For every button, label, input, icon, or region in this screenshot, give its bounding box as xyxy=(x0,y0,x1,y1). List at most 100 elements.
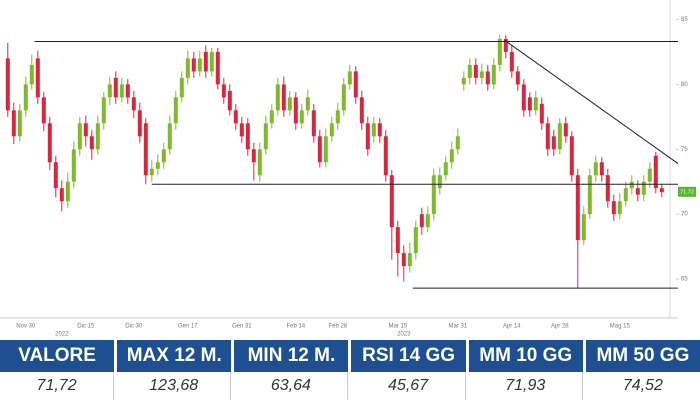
candle-body xyxy=(599,162,604,176)
stats-table: VALORE MAX 12 M. MIN 12 M. RSI 14 GG MM … xyxy=(0,340,700,400)
candle-body xyxy=(455,136,460,150)
header-cell: VALORE xyxy=(0,340,115,372)
candle-body xyxy=(491,64,496,85)
candle-body xyxy=(425,214,430,228)
candle-body xyxy=(317,136,322,163)
candle-body xyxy=(371,123,376,137)
candle-body xyxy=(125,84,130,98)
candle-body xyxy=(617,201,622,215)
candle-body xyxy=(539,103,544,124)
candle-body xyxy=(395,227,400,254)
x-tick-label: Feb 14 xyxy=(286,324,305,330)
chart: 65 70 75 80 85 Nov 30 2022 Dic 15 Dic 30 Gen 17 Ge… xyxy=(0,0,696,338)
candle-body xyxy=(641,181,646,195)
candle-body xyxy=(437,175,442,189)
candle-body xyxy=(257,149,262,176)
candle-body xyxy=(107,84,112,98)
y-tick-label: 65 xyxy=(681,277,688,283)
candle-body xyxy=(419,214,424,228)
value-cell: 45,67 xyxy=(351,372,466,400)
candle-body xyxy=(431,175,436,215)
x-tick-label: Mar 15 xyxy=(388,324,407,330)
candle-body xyxy=(23,84,28,111)
candle-body xyxy=(635,188,640,195)
candle-body xyxy=(77,123,82,150)
candle-body xyxy=(101,97,106,124)
candle-body xyxy=(17,110,22,137)
x-tick-label: Dic 15 xyxy=(77,324,95,330)
x-tick-label: Nov 30 xyxy=(16,324,36,330)
candle-body xyxy=(377,123,382,137)
candle-body xyxy=(113,77,118,98)
x-tick-label: Apr 14 xyxy=(503,324,521,330)
candle-body xyxy=(221,84,226,98)
candle-body xyxy=(71,149,76,182)
header-cell: MIN 12 M. xyxy=(234,340,349,372)
candle-body xyxy=(485,71,490,85)
candle-body xyxy=(581,214,586,241)
y-tick-label: 80 xyxy=(681,82,688,88)
candle-body xyxy=(413,227,418,254)
candle-body xyxy=(173,97,178,124)
candle-body xyxy=(497,38,502,65)
trendline xyxy=(504,39,679,164)
x-period-label: 2023 xyxy=(397,332,411,338)
x-tick-label: Gen 17 xyxy=(178,324,198,330)
candle-body xyxy=(533,97,538,111)
header-cell: RSI 14 GG xyxy=(351,340,466,372)
candle-body xyxy=(119,84,124,98)
candle-body xyxy=(89,136,94,150)
candle-body xyxy=(575,175,580,241)
candle-body xyxy=(389,175,394,228)
candle-body xyxy=(335,110,340,124)
candle-body xyxy=(401,253,406,267)
candle-body xyxy=(209,51,214,72)
candle-body xyxy=(41,97,46,124)
candle-body xyxy=(143,123,148,176)
candle-body xyxy=(557,123,562,150)
candle-body xyxy=(149,168,154,176)
candle-body xyxy=(239,123,244,137)
last-price-label: 71.72 xyxy=(680,189,694,195)
candle-body xyxy=(611,201,616,215)
candle-body xyxy=(473,64,478,78)
candle-body xyxy=(329,123,334,137)
candle-body xyxy=(407,253,412,267)
y-tick-label: 75 xyxy=(681,147,688,153)
candle-body xyxy=(515,71,520,85)
x-tick-label: Mar 31 xyxy=(448,324,467,330)
candle-body xyxy=(449,149,454,163)
candle-body xyxy=(569,136,574,176)
candle-body xyxy=(527,97,532,111)
candle-body xyxy=(269,110,274,124)
candle-body xyxy=(587,175,592,215)
candle-body xyxy=(299,110,304,124)
candle-body xyxy=(443,162,448,176)
candle-body xyxy=(59,188,64,202)
value-cell: 63,64 xyxy=(234,372,349,400)
candle-body xyxy=(275,84,280,111)
candle-body xyxy=(323,136,328,163)
candle-body xyxy=(233,110,238,124)
candle-body xyxy=(521,84,526,111)
candle-body xyxy=(131,97,136,111)
candle-body xyxy=(11,110,16,137)
value-cell: 123,68 xyxy=(117,372,232,400)
candle-body xyxy=(383,136,388,176)
candle-body xyxy=(647,168,652,182)
candle-body xyxy=(653,155,658,189)
candle-body xyxy=(461,77,466,85)
candle-body xyxy=(551,136,556,150)
candle-body xyxy=(167,123,172,150)
x-tick-label: Gen 31 xyxy=(232,324,252,330)
candle-body xyxy=(29,64,34,85)
header-cell: MAX 12 M. xyxy=(117,340,232,372)
candle-body xyxy=(245,123,250,150)
candle-body xyxy=(359,97,364,124)
header-cell: MM 50 GG xyxy=(585,340,700,372)
candle-body xyxy=(155,162,160,169)
candle-body xyxy=(605,175,610,202)
candle-body xyxy=(659,188,664,193)
candle-body xyxy=(503,38,508,52)
